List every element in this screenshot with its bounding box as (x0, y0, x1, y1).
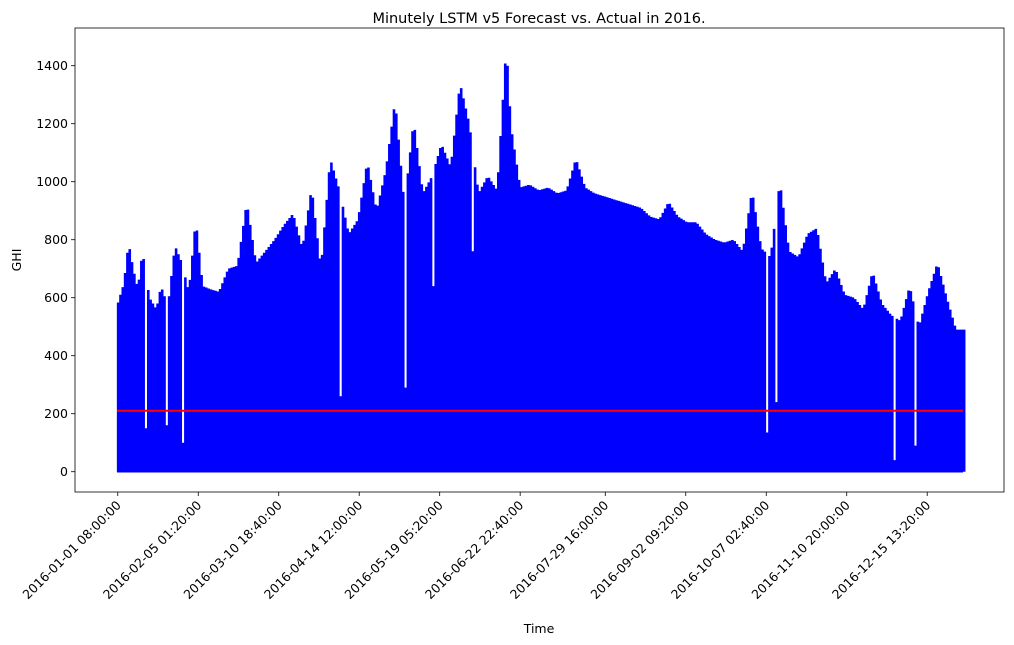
plot-frame (74, 27, 1005, 493)
y-tick-label: 200 (44, 406, 68, 421)
x-axis-title: Time (523, 621, 555, 636)
y-axis: 0 200 400 600 800 1000 1200 1400 (36, 58, 75, 479)
y-axis-title: GHI (9, 249, 24, 272)
y-tick-label: 600 (44, 290, 68, 305)
plot-area (116, 63, 966, 473)
y-tick-label: 1200 (36, 116, 68, 131)
y-tick-label: 1400 (36, 58, 68, 73)
y-tick-label: 1000 (36, 174, 68, 189)
chart-title: Minutely LSTM v5 Forecast vs. Actual in … (372, 11, 705, 27)
y-tick-label: 400 (44, 348, 68, 363)
y-tick-label: 0 (60, 464, 68, 479)
series-actual-line (116, 63, 966, 472)
y-tick-label: 800 (44, 232, 68, 247)
